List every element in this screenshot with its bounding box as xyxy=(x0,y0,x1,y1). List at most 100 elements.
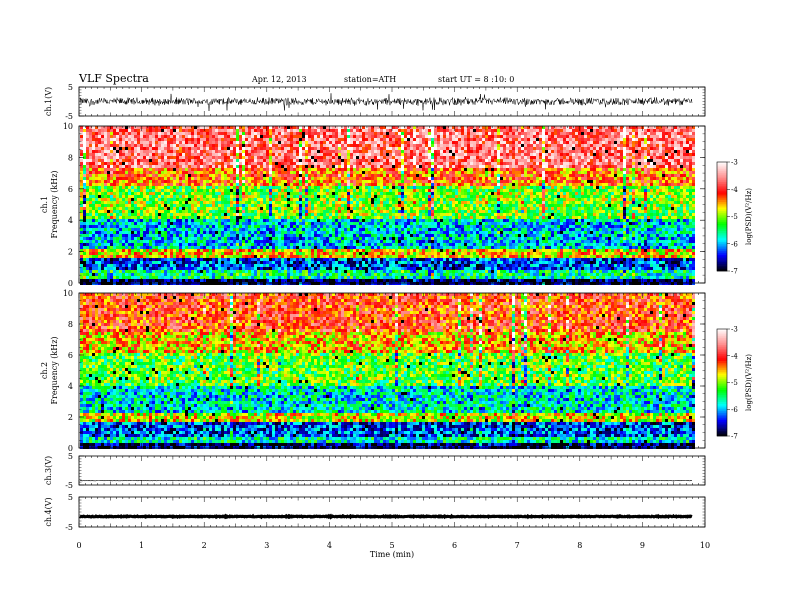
spectrogram-cell xyxy=(116,189,119,192)
spectrogram-cell xyxy=(422,189,425,192)
spectrogram-cell xyxy=(176,177,179,180)
spectrogram-cell xyxy=(89,159,92,162)
spectrogram-cell xyxy=(557,144,560,147)
spectrogram-cell xyxy=(392,153,395,156)
spectrogram-cell xyxy=(263,132,266,135)
spectrogram-cell xyxy=(137,150,140,153)
spectrogram-cell xyxy=(101,144,104,147)
spectrogram-cell xyxy=(668,183,671,186)
spectrogram-cell xyxy=(473,189,476,192)
spectrogram-cell xyxy=(164,138,167,141)
spectrogram-cell xyxy=(428,129,431,132)
spectrogram-cell xyxy=(308,180,311,183)
spectrogram-cell xyxy=(518,144,521,147)
spectrogram-cell xyxy=(464,165,467,168)
spectrogram-cell xyxy=(194,132,197,135)
spectrogram-cell xyxy=(584,186,587,189)
spectrogram-cell xyxy=(269,165,272,168)
spectrogram-cell xyxy=(101,156,104,159)
spectrogram-cell xyxy=(329,174,332,177)
spectrogram-cell xyxy=(674,156,677,159)
spectrogram-cell xyxy=(290,168,293,171)
spectrogram-cell xyxy=(545,132,548,135)
spectrogram-cell xyxy=(452,171,455,174)
spectrogram-cell xyxy=(455,165,458,168)
spectrogram-cell xyxy=(212,126,215,129)
spectrogram-cell xyxy=(506,192,509,195)
spectrogram-cell xyxy=(560,153,563,156)
spectrogram-cell xyxy=(194,189,197,192)
spectrogram-cell xyxy=(491,129,494,132)
spectrogram-cell xyxy=(182,147,185,150)
spectrogram-cell xyxy=(260,138,263,141)
spectrogram-cell xyxy=(191,150,194,153)
spectrogram-cell xyxy=(176,183,179,186)
spectrogram-cell xyxy=(437,129,440,132)
spectrogram-cell xyxy=(173,189,176,192)
spectrogram-cell xyxy=(230,132,233,135)
spectrogram-cell xyxy=(359,138,362,141)
spectrogram-cell xyxy=(323,129,326,132)
spectrogram-cell xyxy=(164,150,167,153)
spectrogram-cell xyxy=(536,141,539,144)
spectrogram-cell xyxy=(404,165,407,168)
spectrogram-cell xyxy=(143,177,146,180)
spectrogram-cell xyxy=(500,132,503,135)
spectrogram-cell xyxy=(395,150,398,153)
spectrogram-cell xyxy=(560,174,563,177)
spectrogram-cell xyxy=(314,165,317,168)
spectrogram-cell xyxy=(674,186,677,189)
spectrogram-cell xyxy=(428,159,431,162)
spectrogram-cell xyxy=(476,189,479,192)
spectrogram-cell xyxy=(389,189,392,192)
spectrogram-cell xyxy=(221,132,224,135)
spectrogram-cell xyxy=(230,135,233,138)
spectrogram-cell xyxy=(401,153,404,156)
spectrogram-cell xyxy=(500,147,503,150)
spectrogram-cell xyxy=(230,189,233,192)
spectrogram-cell xyxy=(524,150,527,153)
spectrogram-cell xyxy=(407,171,410,174)
spectrogram-cell xyxy=(437,156,440,159)
spectrogram-cell xyxy=(383,126,386,129)
spectrogram-cell xyxy=(527,171,530,174)
spectrogram-cell xyxy=(383,150,386,153)
spectrogram-cell xyxy=(287,171,290,174)
spectrogram-cell xyxy=(569,144,572,147)
spectrogram-cell xyxy=(452,192,455,195)
spectrogram-cell xyxy=(164,159,167,162)
spectrogram-cell xyxy=(224,132,227,135)
spectrogram-cell xyxy=(539,162,542,165)
spectrogram-cell xyxy=(170,195,173,198)
spectrogram-cell xyxy=(521,186,524,189)
spectrogram-cell xyxy=(482,153,485,156)
spectrogram-cell xyxy=(179,153,182,156)
spectrogram-cell xyxy=(266,159,269,162)
spectrogram-cell xyxy=(374,129,377,132)
spectrogram-cell xyxy=(455,135,458,138)
spectrogram-cell xyxy=(188,165,191,168)
spectrogram-cell xyxy=(332,162,335,165)
spectrogram-cell xyxy=(356,165,359,168)
spectrogram-cell xyxy=(326,174,329,177)
spectrogram-cell xyxy=(623,189,626,192)
spectrogram-cell xyxy=(119,174,122,177)
spectrogram-cell xyxy=(686,147,689,150)
spectrogram-cell xyxy=(116,192,119,195)
spectrogram-cell xyxy=(272,132,275,135)
spectrogram-cell xyxy=(446,174,449,177)
spectrogram-cell xyxy=(644,156,647,159)
spectrogram-cell xyxy=(494,168,497,171)
spectrogram-cell xyxy=(293,165,296,168)
spectrogram-cell xyxy=(167,171,170,174)
spectrogram-cell xyxy=(563,141,566,144)
spectrogram-cell xyxy=(632,165,635,168)
spectrogram-cell xyxy=(524,177,527,180)
spectrogram-cell xyxy=(287,141,290,144)
spectrogram-cell xyxy=(218,162,221,165)
spectrogram-cell xyxy=(263,171,266,174)
spectrogram-cell xyxy=(602,135,605,138)
spectrogram-cell xyxy=(578,165,581,168)
spectrogram-cell xyxy=(611,168,614,171)
spectrogram-cell xyxy=(350,153,353,156)
